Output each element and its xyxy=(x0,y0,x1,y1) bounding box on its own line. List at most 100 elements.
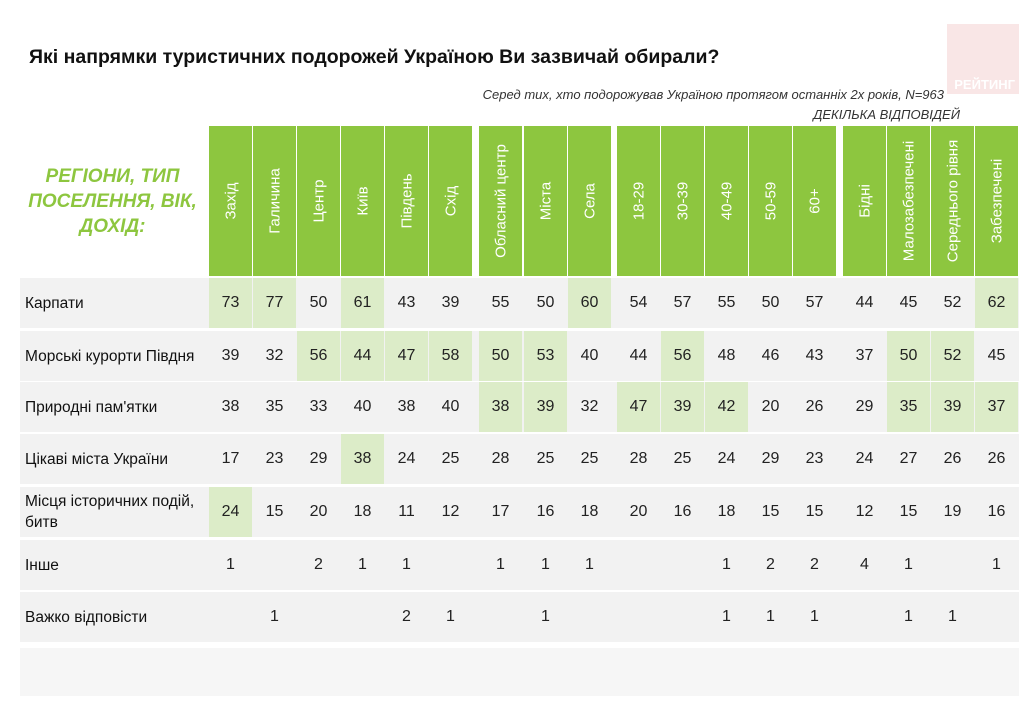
column-header-label: 40-49 xyxy=(718,181,735,221)
table-cell: 25 xyxy=(673,450,692,467)
table-cell: 23 xyxy=(265,450,284,467)
table-cell: 47 xyxy=(385,331,428,381)
row-label: Карпати xyxy=(25,294,84,312)
table-cell: 73 xyxy=(209,278,252,328)
table-cell: 16 xyxy=(673,503,692,520)
table-cell: 1 xyxy=(270,608,279,625)
table-cell: 61 xyxy=(341,278,384,328)
table-cell: 45 xyxy=(987,347,1006,364)
column-header-label: Бідні xyxy=(856,184,873,218)
table-cell: 44 xyxy=(341,331,384,381)
table-cell: 1 xyxy=(722,556,731,573)
table-cell: 1 xyxy=(585,556,594,573)
row-background xyxy=(20,592,1019,642)
multiple-answers-note: ДЕКІЛЬКА ВІДПОВІДЕЙ xyxy=(813,107,960,122)
table-cell: 38 xyxy=(479,382,522,432)
table-cell: 24 xyxy=(855,450,874,467)
table-cell: 2 xyxy=(402,608,411,625)
table-cell: 40 xyxy=(441,398,460,415)
table-cell: 56 xyxy=(297,331,340,381)
table-cell: 15 xyxy=(761,503,780,520)
column-header-label: Міста xyxy=(537,181,554,221)
table-cell xyxy=(617,592,660,642)
chart-title: Які напрямки туристичних подорожей Украї… xyxy=(29,46,720,68)
table-cell: 4 xyxy=(860,556,869,573)
table-cell: 57 xyxy=(805,294,824,311)
table-cell: 1 xyxy=(810,608,819,625)
table-cell xyxy=(209,592,252,642)
table-cell: 25 xyxy=(580,450,599,467)
column-header: Південь xyxy=(385,126,428,276)
table-cell: 48 xyxy=(717,347,736,364)
table-cell: 54 xyxy=(629,294,648,311)
table-cell: 20 xyxy=(629,503,648,520)
table-cell: 26 xyxy=(943,450,962,467)
table-cell: 50 xyxy=(536,294,555,311)
table-cell: 38 xyxy=(341,434,384,484)
table-cell: 45 xyxy=(899,294,918,311)
table-cell: 1 xyxy=(766,608,775,625)
table-cell: 20 xyxy=(761,398,780,415)
table-cell: 1 xyxy=(541,608,550,625)
table-cell: 18 xyxy=(580,503,599,520)
table-cell: 39 xyxy=(661,382,704,432)
logo-text: РЕЙТИНГ xyxy=(954,77,1015,92)
table-cell: 40 xyxy=(580,347,599,364)
table-cell: 1 xyxy=(402,556,411,573)
row-background xyxy=(20,540,1019,590)
column-header: Села xyxy=(568,126,611,276)
table-cell: 57 xyxy=(673,294,692,311)
table-cell xyxy=(661,540,704,590)
table-cell: 15 xyxy=(899,503,918,520)
column-header: 18-29 xyxy=(617,126,660,276)
column-header: Міста xyxy=(524,126,567,276)
table-cell: 35 xyxy=(887,382,930,432)
table-cell: 27 xyxy=(899,450,918,467)
table-cell: 19 xyxy=(943,503,962,520)
table-cell: 25 xyxy=(536,450,555,467)
table-cell: 56 xyxy=(661,331,704,381)
table-cell xyxy=(661,592,704,642)
row-label: Інше xyxy=(25,556,59,574)
table-cell: 50 xyxy=(887,331,930,381)
column-header-label: 18-29 xyxy=(630,181,647,221)
table-cell: 39 xyxy=(221,347,240,364)
table-cell: 1 xyxy=(992,556,1001,573)
row-label: Природні пам'ятки xyxy=(25,398,158,416)
table-cell: 16 xyxy=(536,503,555,520)
table-cell: 26 xyxy=(805,398,824,415)
table-cell: 25 xyxy=(441,450,460,467)
table-cell: 29 xyxy=(761,450,780,467)
table-cell: 62 xyxy=(975,278,1018,328)
table-cell: 39 xyxy=(441,294,460,311)
table-cell: 50 xyxy=(479,331,522,381)
table-cell: 53 xyxy=(524,331,567,381)
table-cell: 50 xyxy=(309,294,328,311)
table-cell: 38 xyxy=(397,398,416,415)
table-cell xyxy=(297,592,340,642)
column-header: Бідні xyxy=(843,126,886,276)
row-header: РЕГІОНИ, ТИП ПОСЕЛЕННЯ, ВІК, ДОХІД: xyxy=(20,126,205,276)
table-cell: 1 xyxy=(722,608,731,625)
table-cell: 1 xyxy=(446,608,455,625)
column-header-label: 30-39 xyxy=(674,181,691,221)
column-header: Галичина xyxy=(253,126,296,276)
footer-band xyxy=(20,648,1019,696)
column-header-label: Південь xyxy=(398,173,415,229)
table-cell: 1 xyxy=(358,556,367,573)
table-cell: 18 xyxy=(353,503,372,520)
column-header-label: Київ xyxy=(354,186,371,216)
table-cell: 44 xyxy=(629,347,648,364)
table-cell xyxy=(843,592,886,642)
row-background xyxy=(20,487,1019,537)
column-header-label: 60+ xyxy=(806,188,823,214)
table-cell: 11 xyxy=(398,503,415,520)
column-header: Забезпечені xyxy=(975,126,1018,276)
table-cell: 32 xyxy=(265,347,284,364)
row-label: Морські курорти Півдня xyxy=(25,347,195,365)
column-header-label: Схід xyxy=(442,185,459,217)
column-header-label: 50-59 xyxy=(762,181,779,221)
table-cell: 39 xyxy=(524,382,567,432)
table-cell: 44 xyxy=(855,294,874,311)
table-cell: 20 xyxy=(309,503,328,520)
